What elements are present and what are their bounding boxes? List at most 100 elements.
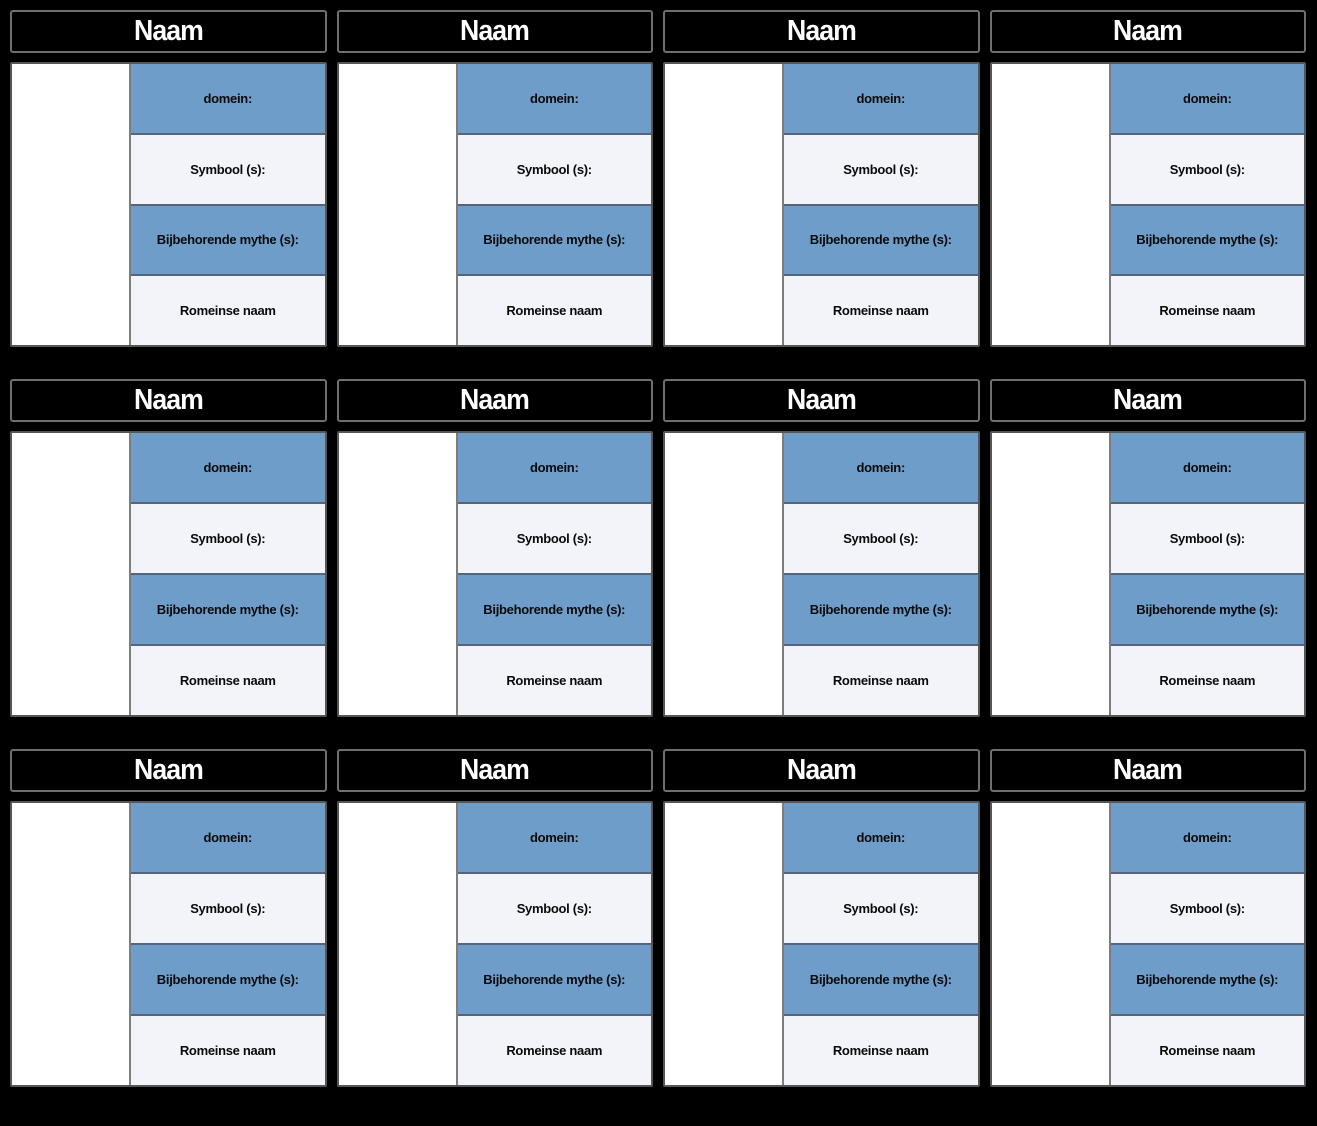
field-domain[interactable]: domein:: [784, 803, 978, 874]
field-myth[interactable]: Bijbehorende mythe (s):: [457, 945, 651, 1016]
field-symbols-label: Symbool (s):: [1169, 531, 1245, 546]
cell-title: Naam: [133, 754, 204, 786]
field-rows: domein: Symbool (s): Bijbehorende mythe …: [455, 803, 651, 1085]
field-symbols[interactable]: Symbool (s):: [457, 134, 651, 206]
field-roman-name[interactable]: Romeinse naam: [457, 1016, 651, 1085]
cell-title: Naam: [1113, 754, 1183, 786]
field-domain[interactable]: domein:: [131, 64, 325, 135]
field-myth[interactable]: Bijbehorende mythe (s):: [784, 945, 978, 1016]
image-placeholder[interactable]: [991, 64, 1109, 345]
field-myth[interactable]: Bijbehorende mythe (s):: [784, 205, 978, 277]
field-symbols[interactable]: Symbool (s):: [1110, 874, 1304, 945]
field-symbols[interactable]: Symbool (s):: [131, 874, 325, 945]
field-roman-name[interactable]: Romeinse naam: [131, 276, 325, 345]
field-domain[interactable]: domein:: [1110, 433, 1304, 504]
cell-title: Naam: [786, 754, 857, 786]
cell-title-bar[interactable]: Naam: [663, 749, 980, 792]
field-myth[interactable]: Bijbehorende mythe (s):: [131, 575, 325, 646]
field-roman-name[interactable]: Romeinse naam: [784, 646, 978, 715]
field-symbols[interactable]: Symbool (s):: [131, 504, 325, 575]
image-placeholder[interactable]: [12, 64, 129, 345]
field-myth[interactable]: Bijbehorende mythe (s):: [131, 205, 325, 277]
field-symbols-label: Symbool (s):: [516, 161, 592, 177]
field-roman-name[interactable]: Romeinse naam: [457, 276, 651, 345]
cell-title-bar[interactable]: Naam: [663, 10, 980, 53]
field-rows: domein: Symbool (s): Bijbehorende mythe …: [129, 433, 325, 715]
field-domain[interactable]: domein:: [131, 433, 325, 504]
image-placeholder[interactable]: [338, 433, 456, 715]
field-domain[interactable]: domein:: [131, 803, 325, 874]
field-myth[interactable]: Bijbehorende mythe (s):: [1110, 945, 1304, 1016]
field-domain[interactable]: domein:: [1110, 803, 1304, 874]
field-roman-name-label: Romeinse naam: [179, 673, 276, 688]
field-symbols[interactable]: Symbool (s):: [784, 134, 978, 206]
field-domain[interactable]: domein:: [457, 64, 651, 135]
field-roman-name[interactable]: Romeinse naam: [131, 646, 325, 715]
field-domain[interactable]: domein:: [784, 433, 978, 504]
field-symbols[interactable]: Symbool (s):: [131, 134, 325, 206]
image-placeholder[interactable]: [338, 64, 456, 345]
image-placeholder[interactable]: [338, 803, 456, 1085]
field-domain[interactable]: domein:: [457, 803, 651, 874]
image-placeholder[interactable]: [991, 803, 1109, 1085]
cell-title-bar[interactable]: Naam: [10, 10, 327, 53]
image-placeholder[interactable]: [665, 803, 782, 1085]
field-roman-name-label: Romeinse naam: [1159, 1043, 1256, 1058]
field-myth[interactable]: Bijbehorende mythe (s):: [457, 205, 651, 277]
field-rows: domein: Symbool (s): Bijbehorende mythe …: [455, 433, 651, 715]
field-symbols[interactable]: Symbool (s):: [457, 874, 651, 945]
cell-body: domein: Symbool (s): Bijbehorende mythe …: [663, 431, 980, 717]
storyboard-cell: Naam domein: Symbool (s): Bijbehorende m…: [336, 749, 653, 1087]
field-roman-name[interactable]: Romeinse naam: [1110, 276, 1304, 345]
cell-title-bar[interactable]: Naam: [336, 379, 653, 422]
cell-title-bar[interactable]: Naam: [10, 749, 327, 792]
field-roman-name[interactable]: Romeinse naam: [457, 646, 651, 715]
field-domain[interactable]: domein:: [1110, 64, 1304, 135]
cell-title-bar[interactable]: Naam: [336, 10, 653, 53]
field-domain-label: domein:: [203, 90, 253, 106]
field-symbols-label: Symbool (s):: [516, 901, 592, 916]
field-roman-name[interactable]: Romeinse naam: [784, 276, 978, 345]
field-myth-label: Bijbehorende mythe (s):: [156, 232, 299, 248]
field-symbols-label: Symbool (s):: [843, 161, 919, 177]
field-domain-label: domein:: [1183, 90, 1232, 106]
field-roman-name[interactable]: Romeinse naam: [1110, 1016, 1304, 1085]
field-myth[interactable]: Bijbehorende mythe (s):: [457, 575, 651, 646]
field-myth[interactable]: Bijbehorende mythe (s):: [1110, 575, 1304, 646]
field-symbols[interactable]: Symbool (s):: [784, 874, 978, 945]
field-roman-name-label: Romeinse naam: [832, 1043, 929, 1058]
cell-title-bar[interactable]: Naam: [663, 379, 980, 422]
field-roman-name-label: Romeinse naam: [179, 303, 276, 319]
field-symbols[interactable]: Symbool (s):: [784, 504, 978, 575]
storyboard-cell: Naam domein: Symbool (s): Bijbehorende m…: [336, 10, 653, 347]
field-roman-name[interactable]: Romeinse naam: [784, 1016, 978, 1085]
image-placeholder[interactable]: [665, 433, 782, 715]
cell-title-bar[interactable]: Naam: [336, 749, 653, 792]
field-roman-name-label: Romeinse naam: [1159, 673, 1256, 688]
field-rows: domein: Symbool (s): Bijbehorende mythe …: [129, 803, 325, 1085]
cell-title-bar[interactable]: Naam: [989, 10, 1306, 53]
field-domain[interactable]: domein:: [457, 433, 651, 504]
field-myth-label: Bijbehorende mythe (s):: [809, 232, 952, 248]
cell-body: domein: Symbool (s): Bijbehorende mythe …: [989, 431, 1306, 717]
field-myth[interactable]: Bijbehorende mythe (s):: [131, 945, 325, 1016]
field-roman-name[interactable]: Romeinse naam: [1110, 646, 1304, 715]
field-myth[interactable]: Bijbehorende mythe (s):: [1110, 205, 1304, 277]
field-rows: domein: Symbool (s): Bijbehorende mythe …: [1108, 64, 1304, 345]
image-placeholder[interactable]: [665, 64, 782, 345]
field-domain-label: domein:: [530, 460, 579, 475]
image-placeholder[interactable]: [12, 803, 129, 1085]
image-placeholder[interactable]: [12, 433, 129, 715]
field-symbols[interactable]: Symbool (s):: [1110, 504, 1304, 575]
field-domain[interactable]: domein:: [784, 64, 978, 135]
cell-title-bar[interactable]: Naam: [989, 749, 1306, 792]
cell-title-bar[interactable]: Naam: [10, 379, 327, 422]
field-roman-name[interactable]: Romeinse naam: [131, 1016, 325, 1085]
cell-title-bar[interactable]: Naam: [989, 379, 1306, 422]
field-symbols[interactable]: Symbool (s):: [1110, 134, 1304, 206]
field-symbols[interactable]: Symbool (s):: [457, 504, 651, 575]
storyboard-cell: Naam domein: Symbool (s): Bijbehorende m…: [663, 10, 980, 347]
field-myth[interactable]: Bijbehorende mythe (s):: [784, 575, 978, 646]
image-placeholder[interactable]: [991, 433, 1109, 715]
